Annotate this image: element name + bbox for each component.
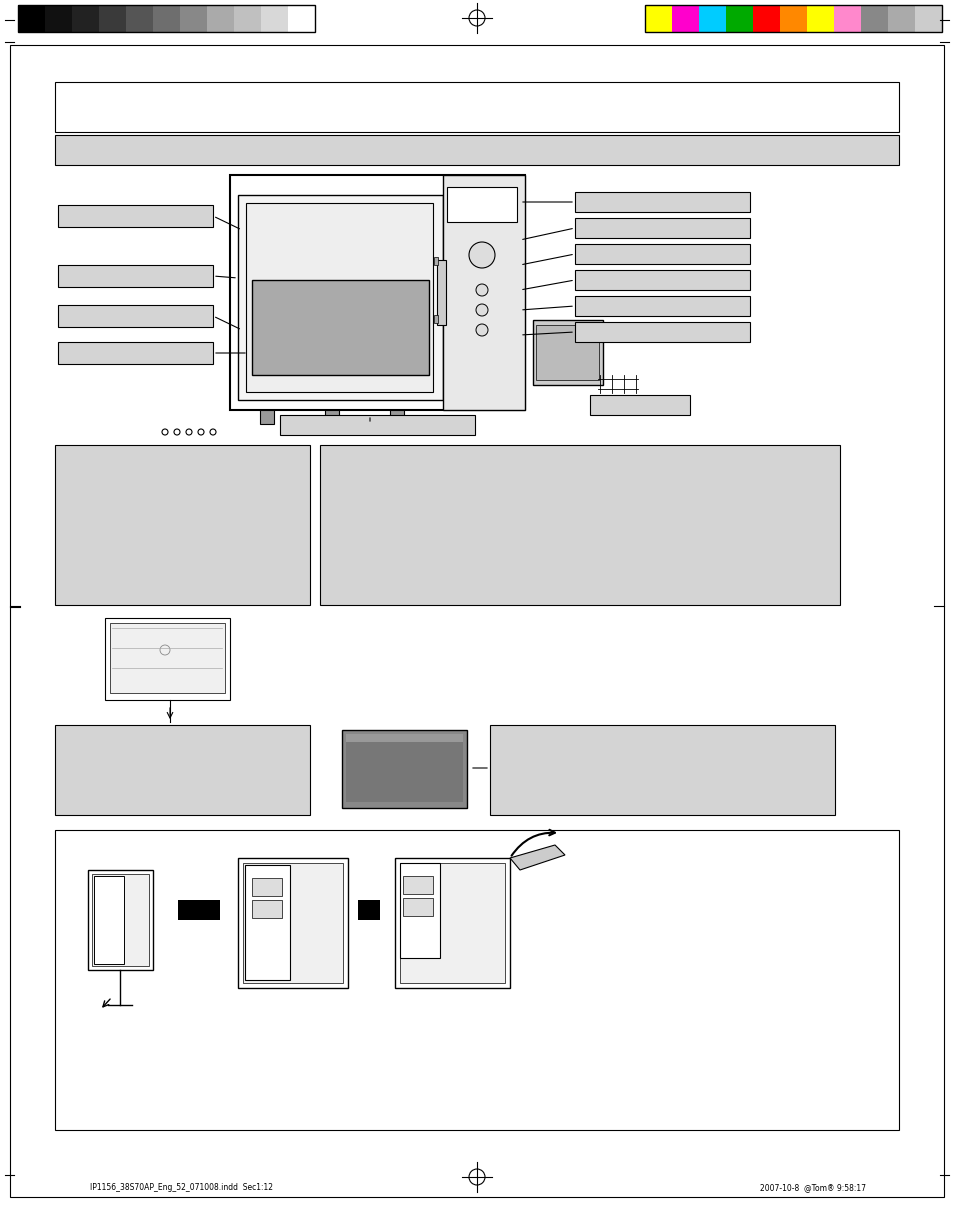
Bar bbox=[536, 325, 598, 381]
Bar bbox=[402, 876, 433, 894]
Bar bbox=[243, 863, 343, 983]
Bar bbox=[490, 725, 834, 814]
Bar bbox=[357, 901, 379, 920]
Polygon shape bbox=[399, 863, 439, 957]
Bar bbox=[833, 5, 861, 32]
Bar bbox=[207, 5, 233, 32]
Bar bbox=[752, 5, 780, 32]
Bar bbox=[55, 135, 898, 165]
Bar bbox=[110, 623, 225, 693]
Bar bbox=[402, 898, 433, 916]
Bar bbox=[575, 322, 749, 342]
Bar bbox=[861, 5, 887, 32]
Bar bbox=[58, 205, 213, 227]
Bar bbox=[390, 410, 403, 424]
Bar bbox=[252, 280, 429, 375]
Bar bbox=[319, 445, 840, 605]
Bar bbox=[180, 5, 207, 32]
Bar bbox=[88, 870, 152, 970]
Bar bbox=[94, 876, 124, 964]
Text: 2007-10-8  @Tom® 9:58:17: 2007-10-8 @Tom® 9:58:17 bbox=[760, 1183, 865, 1193]
Bar bbox=[589, 395, 689, 415]
Bar bbox=[230, 175, 524, 410]
Bar bbox=[806, 5, 833, 32]
Bar bbox=[699, 5, 725, 32]
Bar bbox=[325, 410, 338, 424]
Circle shape bbox=[476, 304, 488, 316]
Bar bbox=[91, 874, 149, 966]
Bar bbox=[252, 901, 282, 917]
Bar bbox=[887, 5, 914, 32]
Text: IP1156_38S70AP_Eng_52_071008.indd  Sec1:12: IP1156_38S70AP_Eng_52_071008.indd Sec1:1… bbox=[90, 1183, 273, 1193]
Bar bbox=[237, 195, 442, 400]
Bar bbox=[288, 5, 314, 32]
Bar bbox=[575, 270, 749, 290]
Bar bbox=[45, 5, 71, 32]
Circle shape bbox=[476, 284, 488, 296]
Bar bbox=[55, 725, 310, 814]
Bar bbox=[58, 305, 213, 327]
Bar bbox=[575, 296, 749, 316]
Bar bbox=[178, 901, 220, 920]
Bar bbox=[280, 415, 475, 435]
Bar bbox=[261, 5, 288, 32]
Bar bbox=[245, 865, 290, 981]
Bar bbox=[58, 265, 213, 287]
Bar bbox=[237, 858, 348, 988]
Bar bbox=[399, 863, 504, 983]
Bar bbox=[442, 175, 524, 410]
Bar bbox=[341, 730, 467, 808]
Bar bbox=[233, 5, 261, 32]
Bar bbox=[434, 257, 437, 265]
Bar bbox=[434, 315, 437, 324]
Bar bbox=[644, 5, 671, 32]
Polygon shape bbox=[510, 845, 564, 870]
Bar bbox=[252, 877, 282, 896]
Bar bbox=[436, 261, 446, 325]
Bar bbox=[260, 410, 274, 424]
Bar bbox=[346, 734, 462, 742]
Bar bbox=[447, 187, 517, 222]
Bar bbox=[395, 858, 510, 988]
Bar bbox=[55, 82, 898, 132]
Bar bbox=[55, 445, 310, 605]
Bar bbox=[780, 5, 806, 32]
Bar bbox=[99, 5, 126, 32]
Bar bbox=[575, 244, 749, 264]
Bar bbox=[575, 191, 749, 212]
Bar bbox=[18, 5, 45, 32]
Bar bbox=[671, 5, 699, 32]
Bar bbox=[71, 5, 99, 32]
Bar bbox=[533, 320, 602, 385]
Bar bbox=[246, 202, 433, 391]
Bar bbox=[152, 5, 180, 32]
Circle shape bbox=[469, 242, 495, 268]
Bar bbox=[55, 830, 898, 1130]
Bar bbox=[58, 342, 213, 364]
Bar bbox=[346, 734, 462, 802]
Bar bbox=[914, 5, 941, 32]
Bar bbox=[126, 5, 152, 32]
Bar bbox=[644, 5, 941, 32]
Bar bbox=[575, 218, 749, 238]
Bar bbox=[18, 5, 314, 32]
Bar bbox=[105, 618, 230, 701]
Circle shape bbox=[476, 324, 488, 336]
Bar bbox=[725, 5, 752, 32]
